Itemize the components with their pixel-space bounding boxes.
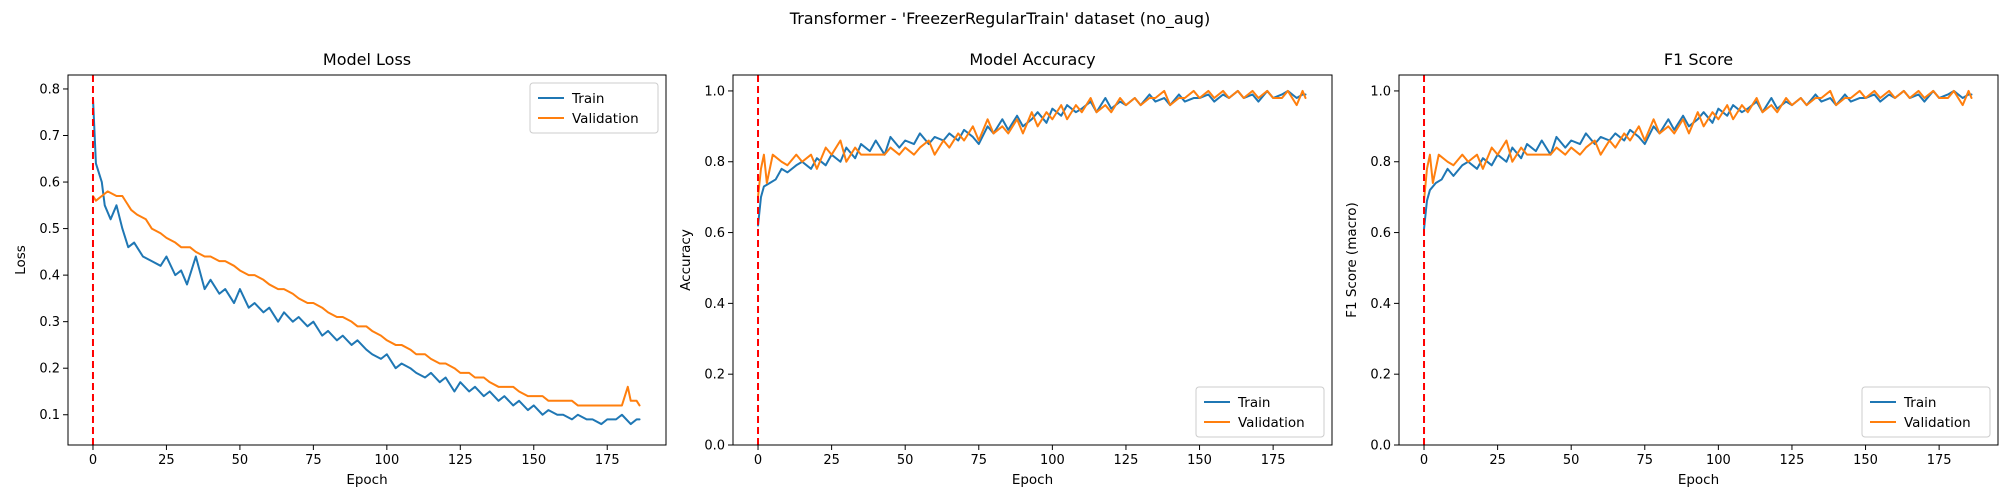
panel-1-ytick-label: 0.7	[39, 129, 60, 144]
panel-2: Model Accuracy 0 25 50 75 100 125 150 175 0.0 0.2 0…	[678, 50, 1333, 488]
panel-3-title: F1 Score	[1664, 50, 1733, 69]
panel-1-series-train-line	[91, 97, 641, 426]
panel-2-legend: Train Validation	[1195, 386, 1325, 438]
panel-1-plot-area	[91, 75, 641, 445]
panel-3-xtick-label: 100	[1706, 453, 1731, 468]
panel-1-ytick-label: 0.4	[39, 269, 60, 284]
chart-panels: Model Loss 0 25 50 75 100 125 150 175 0.1 0.2 0.3 0.…	[13, 50, 1999, 488]
panel-3-ytick-label: 0.2	[1370, 368, 1391, 383]
panel-1-legend-box	[529, 82, 659, 134]
panel-2-xtick-label: 125	[1114, 453, 1139, 468]
panel-1-axes-frame	[67, 74, 667, 446]
panel-3-xlabel: Epoch	[1678, 472, 1719, 488]
panel-2-ytick-label: 0.0	[704, 439, 725, 454]
panel-1-xtick-label: 125	[448, 453, 473, 468]
panel-1-xtick-label: 75	[305, 453, 322, 468]
panel-2-plot-area	[757, 75, 1307, 445]
panel-3-xtick-label: 0	[1420, 453, 1428, 468]
panel-3-ylabel: F1 Score (macro)	[1344, 202, 1360, 318]
panel-3-ytick-label: 0.6	[1370, 226, 1391, 241]
panel-1-legend: Train Validation	[529, 82, 659, 134]
panel-3-legend-label-validation: Validation	[1904, 415, 1971, 431]
panel-1-series-validation-line	[91, 190, 641, 407]
panel-1-ytick-label: 0.5	[39, 222, 60, 237]
panel-2-legend-box	[1195, 386, 1325, 438]
panel-3-ytick-label: 1.0	[1370, 84, 1391, 99]
panel-1-ytick-label: 0.2	[39, 362, 60, 377]
panel-3-legend: Train Validation	[1861, 386, 1991, 438]
panel-1-xtick-label: 50	[232, 453, 249, 468]
panel-2-xtick-label: 0	[754, 453, 762, 468]
panel-1-xtick-label: 150	[521, 453, 546, 468]
panel-1-ytick-label: 0.6	[39, 176, 60, 191]
panel-1-title: Model Loss	[323, 50, 411, 69]
panel-1-xlabel: Epoch	[346, 472, 387, 488]
panel-2-ylabel: Accuracy	[678, 229, 694, 291]
panel-2-series-validation-line	[757, 89, 1307, 199]
panel-1-xtick-label: 25	[158, 453, 175, 468]
panel-2-xtick-label: 25	[823, 453, 840, 468]
panel-3-xtick-label: 125	[1780, 453, 1805, 468]
panel-3: F1 Score 0 25 50 75 100 125 150 175 0.0 0.2 0.4 0.6 0…	[1344, 50, 1999, 488]
panel-1-ylabel: Loss	[13, 245, 29, 275]
panel-1-ytick-label: 0.1	[39, 408, 60, 423]
panel-3-xtick-label: 75	[1637, 453, 1654, 468]
panel-3-xtick-label: 25	[1489, 453, 1506, 468]
panel-2-xtick-label: 100	[1040, 453, 1065, 468]
panel-2-axes-frame	[732, 74, 1333, 446]
panel-1-legend-label-train: Train	[571, 91, 604, 107]
figure-suptitle: Transformer - 'FreezerRegularTrain' data…	[789, 9, 1210, 29]
panel-2-xtick-label: 50	[897, 453, 914, 468]
panel-1-ytick-label: 0.8	[39, 82, 60, 97]
panel-2-xtick-label: 175	[1261, 453, 1286, 468]
panel-3-series-validation-line	[1423, 89, 1973, 202]
panel-3-xtick-label: 50	[1563, 453, 1580, 468]
panel-1-ytick-label: 0.3	[39, 315, 60, 330]
panel-3-plot-area	[1423, 75, 1973, 445]
panel-2-ytick-label: 0.2	[704, 368, 725, 383]
panel-1-xtick-label: 0	[89, 453, 97, 468]
panel-3-legend-label-train: Train	[1903, 395, 1936, 411]
panel-2-legend-label-train: Train	[1237, 395, 1270, 411]
panel-3-ytick-label: 0.4	[1370, 297, 1391, 312]
panel-2-title: Model Accuracy	[969, 50, 1095, 69]
panel-2-ytick-label: 1.0	[704, 84, 725, 99]
panel-3-xtick-label: 150	[1853, 453, 1878, 468]
panel-1-xtick-label: 175	[595, 453, 620, 468]
panel-1-xtick-label: 100	[374, 453, 399, 468]
panel-2-ytick-label: 0.6	[704, 226, 725, 241]
panel-1-legend-label-validation: Validation	[572, 111, 639, 127]
panel-2-ytick-label: 0.8	[704, 155, 725, 170]
panel-2-ytick-label: 0.4	[704, 297, 725, 312]
panel-3-axes-frame	[1398, 74, 1999, 446]
panel-2-xlabel: Epoch	[1012, 472, 1053, 488]
panel-1: Model Loss 0 25 50 75 100 125 150 175 0.1 0.2 0.3 0.…	[13, 50, 667, 488]
panel-2-xtick-label: 150	[1187, 453, 1212, 468]
panel-2-legend-label-validation: Validation	[1238, 415, 1305, 431]
panel-3-ytick-label: 0.8	[1370, 155, 1391, 170]
panel-3-ytick-label: 0.0	[1370, 439, 1391, 454]
panel-2-xtick-label: 75	[971, 453, 988, 468]
panel-3-legend-box	[1861, 386, 1991, 438]
panel-3-xtick-label: 175	[1927, 453, 1952, 468]
